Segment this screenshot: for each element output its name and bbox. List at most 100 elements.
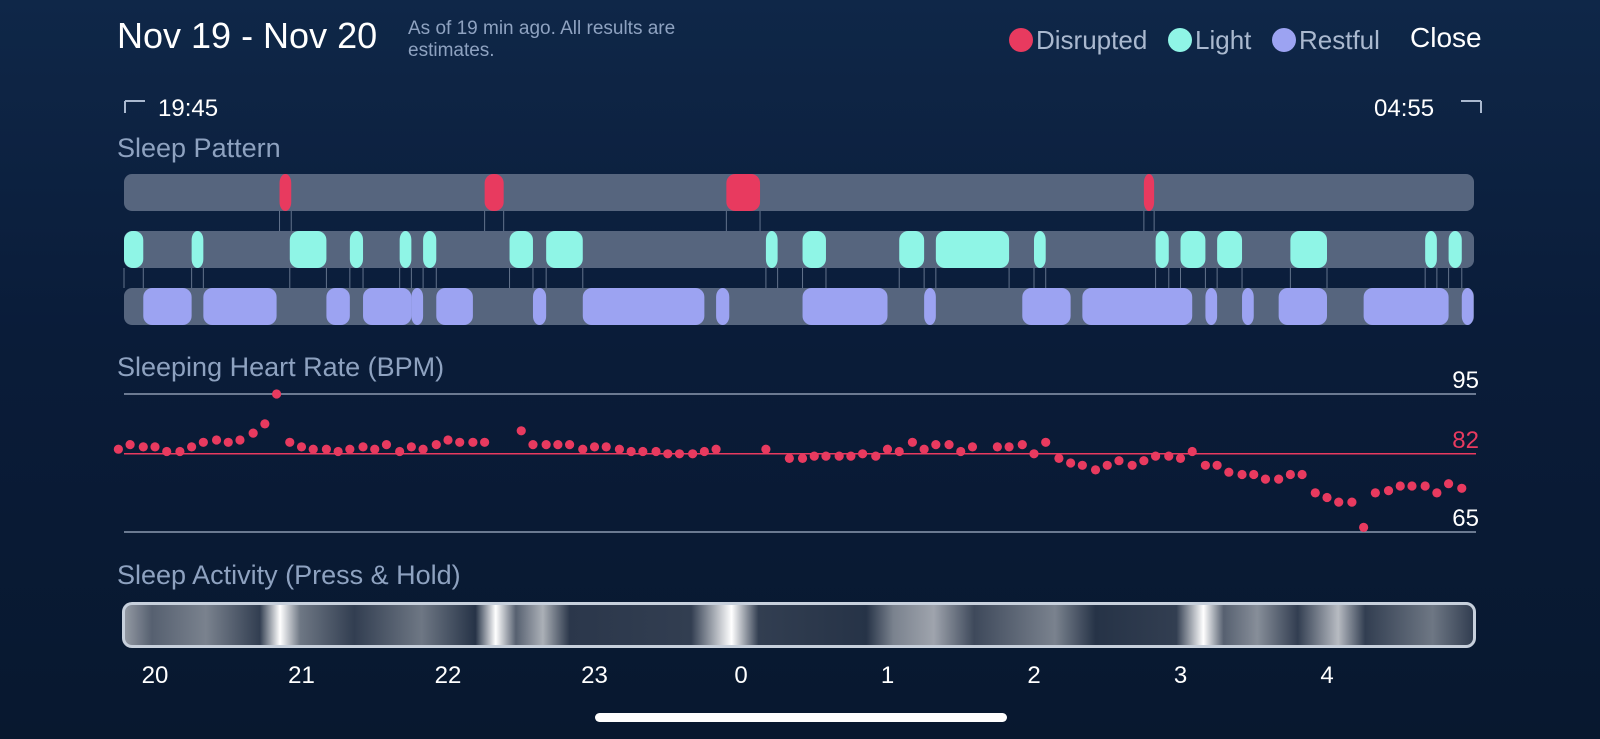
disrupted-segment (1143, 174, 1155, 211)
hr-point (894, 446, 904, 457)
hr-point (589, 442, 600, 452)
hr-point (761, 444, 771, 454)
hr-point (1224, 467, 1234, 477)
light-segment (1155, 231, 1169, 268)
hr-point (553, 440, 563, 450)
hr-point (431, 440, 441, 450)
restful-segment (326, 288, 350, 325)
hr-point (162, 446, 172, 457)
range-end-time: 04:55 (1374, 95, 1435, 122)
hr-point (931, 440, 941, 450)
light-segment (1217, 231, 1243, 268)
hr-point (1260, 474, 1271, 484)
hr-point (1212, 460, 1222, 470)
hr-point (138, 442, 148, 452)
sleep-activity-strip[interactable] (122, 602, 1476, 648)
light-track (124, 231, 1474, 268)
hr-point (187, 442, 197, 452)
hr-point (468, 437, 478, 447)
hr-point (1164, 451, 1174, 461)
hr-point (992, 442, 1002, 452)
time-tick-label: 3 (1173, 662, 1188, 689)
hr-point (809, 451, 819, 461)
disrupted-track (124, 174, 1474, 211)
hr-point (358, 442, 368, 452)
hr-point (1310, 488, 1320, 498)
light-segment (289, 231, 327, 268)
restful-segment (802, 288, 888, 325)
hr-point (834, 451, 844, 461)
light-segment (1425, 231, 1437, 268)
hr-point (235, 435, 245, 445)
hr-point (406, 442, 416, 452)
time-tick-label: 23 (581, 662, 608, 689)
hr-point (296, 442, 307, 452)
hr-point (1297, 469, 1307, 480)
hr-point (1274, 474, 1284, 484)
hr-point (1150, 451, 1161, 461)
hr-point (260, 419, 270, 429)
hr-point (857, 449, 868, 459)
hr-reference-label: 95 (1452, 367, 1479, 394)
range-end-bracket-icon (1459, 95, 1483, 121)
hr-point (1090, 465, 1101, 475)
hr-point (1395, 481, 1405, 491)
restful-segment (203, 288, 277, 325)
hr-point (1187, 446, 1197, 457)
hr-point (345, 444, 355, 454)
hr-point (1029, 449, 1039, 459)
hr-point (198, 437, 208, 447)
sleep-activity-title: Sleep Activity (Press & Hold) (117, 560, 461, 590)
hr-point (1127, 460, 1137, 470)
close-button[interactable]: Close (1410, 22, 1482, 53)
hr-point (663, 449, 673, 459)
range-start-bracket-icon (123, 95, 147, 121)
hr-point (175, 446, 185, 457)
hr-point (1334, 497, 1344, 507)
hr-point (784, 453, 794, 463)
hr-point (626, 446, 636, 457)
restful-segment (1205, 288, 1218, 325)
home-indicator[interactable] (595, 713, 1007, 722)
hr-reference-label: 65 (1452, 505, 1479, 532)
light-segment (349, 231, 364, 268)
disrupted-segment (279, 174, 292, 211)
hr-point (1017, 440, 1027, 450)
light-segment (1448, 231, 1462, 268)
hr-point (1054, 453, 1064, 463)
restful-segment (532, 288, 547, 325)
hr-point (480, 437, 490, 447)
restful-segment (143, 288, 192, 325)
restful-segment (1242, 288, 1254, 325)
light-segment (765, 231, 778, 268)
light-segment (423, 231, 437, 268)
date-range-title: Nov 19 - Nov 20 (117, 15, 378, 56)
hr-point (1249, 469, 1259, 480)
estimate-note: As of 19 min ago. All results are estima… (408, 18, 676, 61)
hr-point (443, 435, 453, 445)
hr-point (285, 437, 295, 447)
hr-point (1443, 479, 1454, 489)
restful-segment (924, 288, 936, 325)
hr-point (1370, 488, 1380, 498)
heart-rate-chart: 95 82 65 (113, 367, 1479, 533)
hr-point (333, 446, 343, 457)
legend-disrupted-label: Disrupted (1036, 24, 1148, 55)
light-segment (1180, 231, 1206, 268)
hr-point (688, 449, 698, 459)
restful-segment (1082, 288, 1193, 325)
hr-point (1407, 481, 1417, 491)
hr-point (223, 437, 233, 447)
light-segment (509, 231, 533, 268)
hr-point (578, 444, 588, 454)
restful-segment (1461, 288, 1474, 325)
hr-point (956, 446, 966, 457)
sleep-pattern-chart[interactable] (0, 170, 1600, 340)
time-tick-label: 4 (1320, 662, 1334, 689)
range-start-time: 19:45 (158, 95, 219, 122)
time-tick-label: 0 (734, 662, 748, 689)
light-segment (899, 231, 925, 268)
hr-point (308, 444, 318, 454)
hr-point (528, 440, 538, 450)
restful-segment (411, 288, 424, 325)
